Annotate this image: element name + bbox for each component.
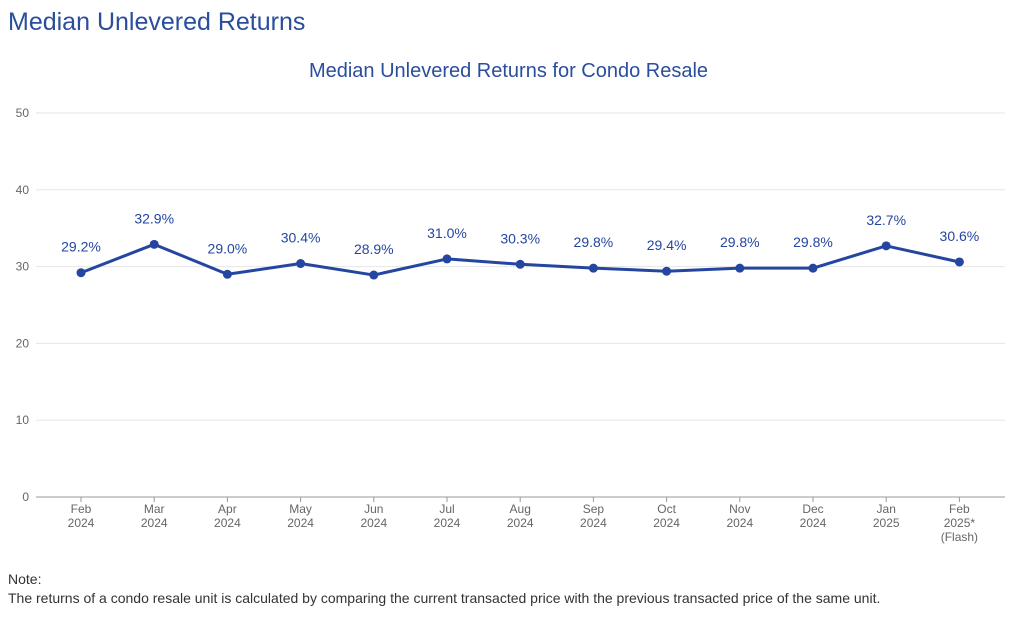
data-point [515, 259, 525, 269]
data-point [954, 257, 964, 267]
data-point [442, 254, 452, 264]
y-tick-label: 30 [16, 260, 30, 274]
x-tick-label: Jan 2025 [873, 502, 900, 530]
data-label: 32.7% [866, 212, 906, 228]
x-tick-label: Apr 2024 [214, 502, 241, 530]
x-tick-label: Nov 2024 [726, 502, 753, 530]
series [76, 239, 964, 280]
data-label: 28.9% [354, 241, 394, 257]
data-point [808, 263, 818, 273]
page-title: Median Unlevered Returns [8, 8, 306, 36]
data-label: 30.6% [940, 228, 980, 244]
data-point [296, 259, 306, 269]
data-label: 29.8% [574, 234, 614, 250]
x-tick-label: Feb 2025* (Flash) [941, 502, 978, 544]
data-label: 29.8% [720, 234, 760, 250]
data-point [369, 270, 379, 280]
x-tick-label: Feb 2024 [68, 502, 95, 530]
data-label: 29.0% [208, 240, 248, 256]
data-point [735, 263, 745, 273]
x-tick-label: Mar 2024 [141, 502, 168, 530]
data-label: 29.2% [61, 239, 101, 255]
x-tick-label: Dec 2024 [800, 502, 827, 530]
x-tick-label: Oct 2024 [653, 502, 680, 530]
data-point [881, 241, 891, 251]
gridlines [36, 112, 1005, 498]
data-label: 32.9% [134, 210, 174, 226]
data-point [149, 239, 159, 249]
x-tick-label: May 2024 [287, 502, 314, 530]
data-point [76, 268, 86, 278]
y-tick-label: 0 [22, 490, 29, 504]
x-tick-label: Jun 2024 [360, 502, 387, 530]
y-axis-ticks: 0 10 20 30 40 50 [16, 106, 30, 504]
data-label: 30.3% [500, 230, 540, 246]
note-heading: Note: [8, 571, 42, 587]
y-tick-label: 10 [16, 413, 30, 427]
y-tick-label: 20 [16, 336, 30, 350]
y-tick-label: 50 [16, 106, 30, 120]
x-axis-ticks: Feb 2024 Mar 2024 Apr 2024 May 2024 Jun 2024 Jul 20… [68, 497, 978, 544]
note-text: The returns of a condo resale unit is ca… [8, 590, 881, 606]
data-point [588, 263, 598, 273]
line-chart: 0 10 20 30 40 50 Feb 2024 Mar 2024 Apr 2024 May 2024… [16, 106, 1005, 544]
data-label: 29.8% [793, 234, 833, 250]
x-tick-label: Jul 2024 [434, 502, 461, 530]
note: Note: The returns of a condo resale unit… [8, 570, 880, 608]
x-tick-label: Sep 2024 [580, 502, 607, 530]
data-label: 31.0% [427, 225, 467, 241]
data-point [222, 269, 232, 279]
data-label: 29.4% [647, 237, 687, 253]
data-point [662, 266, 672, 276]
x-tick-label: Aug 2024 [507, 502, 534, 530]
y-tick-label: 40 [16, 183, 30, 197]
data-label: 30.4% [281, 230, 321, 246]
chart-title: Median Unlevered Returns for Condo Resal… [308, 60, 709, 82]
data-labels: 29.2% 32.9% 29.0% 30.4% 28.9% 31.0% 30.3% 29.8%… [61, 210, 979, 257]
